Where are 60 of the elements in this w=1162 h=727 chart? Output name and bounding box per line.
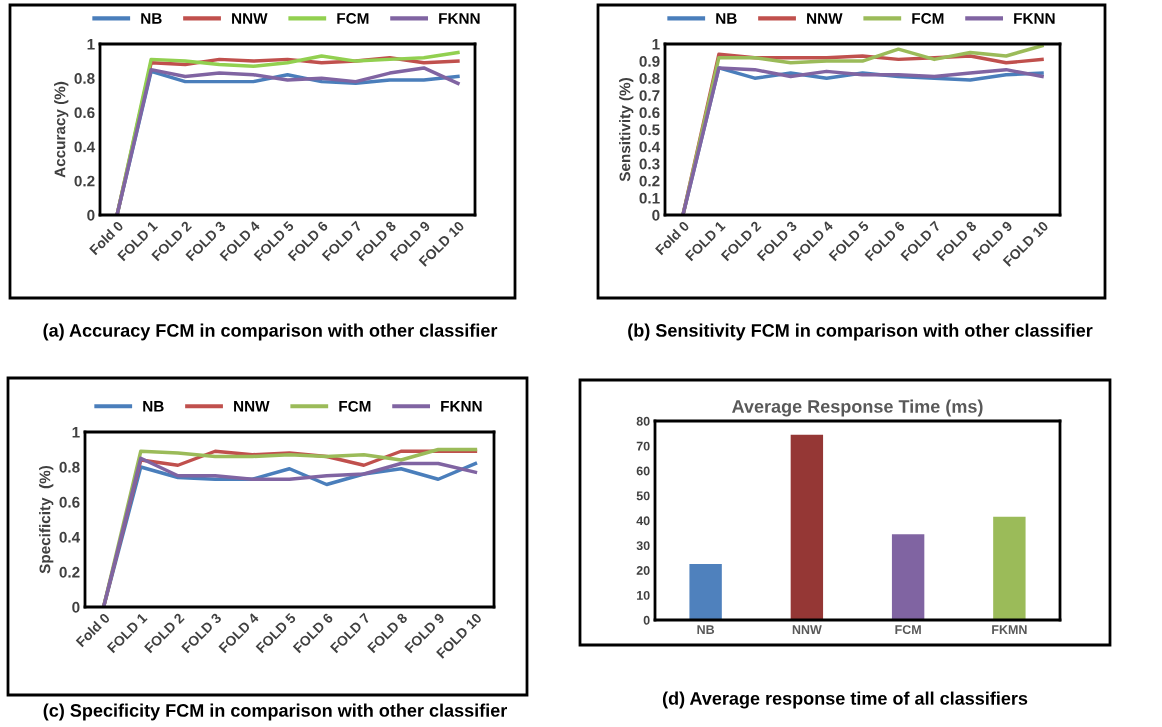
- text: (d) Average response time of all classifiers: [662, 691, 1028, 709]
- legend-label: FKNN: [441, 401, 482, 412]
- legend-label: FCM: [912, 12, 944, 24]
- y-tick-label: 60: [636, 466, 650, 476]
- y-tick-label: 0.7: [639, 90, 660, 101]
- text: (c) Specificity FCM in comparison with other classifier: [43, 703, 508, 721]
- y-axis-title: Specificity (%): [39, 465, 54, 574]
- y-tick-label: 10: [637, 590, 650, 600]
- y-tick-label: 40: [636, 516, 650, 526]
- bar: [993, 516, 1026, 620]
- y-tick-label: 0: [72, 601, 80, 613]
- y-tick-label: 0.2: [639, 175, 660, 187]
- y-tick-label: 0.2: [59, 566, 80, 578]
- bar: [790, 434, 824, 620]
- y-tick-label: 0: [643, 615, 650, 625]
- y-tick-label: 1: [87, 39, 95, 50]
- legend-label: FKNN: [1014, 13, 1055, 24]
- y-tick-label: 0.6: [59, 496, 80, 508]
- legend-label: NB: [141, 13, 162, 24]
- y-tick-label: 1: [652, 39, 660, 50]
- y-tick-label: 0.5: [639, 124, 660, 136]
- legend-label: FKNN: [439, 13, 480, 24]
- y-tick-label: 80: [636, 416, 650, 426]
- legend-label: FCM: [339, 400, 371, 412]
- y-tick-label: 0.6: [639, 107, 660, 119]
- bar: [689, 564, 722, 620]
- legend-label: FCM: [337, 12, 369, 24]
- y-tick-label: 0.8: [74, 73, 95, 84]
- y-axis-title: Accuracy (%): [54, 81, 69, 178]
- y-tick-label: 0.9: [639, 55, 660, 67]
- y-axis-title: Sensitivity (%): [619, 78, 634, 182]
- x-tick-label: FKMN: [992, 625, 1027, 634]
- chart-title: Average Response Time (ms): [732, 399, 983, 417]
- y-tick-label: 0.3: [639, 158, 660, 170]
- y-tick-label: 0.4: [639, 141, 661, 153]
- y-tick-label: 0.2: [74, 175, 95, 187]
- y-tick-label: 0: [87, 209, 95, 221]
- y-tick-label: 0.4: [59, 531, 81, 543]
- x-tick-label: FCM: [895, 625, 921, 635]
- text: (a) Accuracy FCM in comparison with other classifier: [43, 323, 498, 341]
- legend-label: NB: [716, 13, 737, 24]
- y-tick-label: 30: [636, 541, 650, 551]
- y-tick-label: 0.4: [74, 141, 96, 153]
- legend-label: NNW: [232, 13, 268, 24]
- legend-label: NNW: [807, 13, 843, 24]
- text: (b) Sensitivity FCM in comparison with other classifier: [628, 323, 1093, 341]
- bar: [891, 534, 925, 620]
- y-tick-label: 20: [636, 566, 650, 575]
- y-tick-label: 70: [636, 441, 650, 451]
- y-tick-label: 0: [652, 209, 660, 221]
- legend-label: NNW: [234, 401, 270, 412]
- y-tick-label: 0.1: [639, 192, 660, 204]
- x-tick-label: NB: [697, 625, 715, 634]
- legend-label: NB: [143, 401, 164, 412]
- x-tick-label: NNW: [792, 625, 822, 634]
- y-tick-label: 0.8: [59, 461, 80, 473]
- y-tick-label: 0.6: [74, 107, 95, 119]
- y-tick-label: 1: [72, 427, 80, 438]
- y-tick-label: 0.8: [639, 73, 660, 84]
- y-tick-label: 50: [636, 491, 650, 501]
